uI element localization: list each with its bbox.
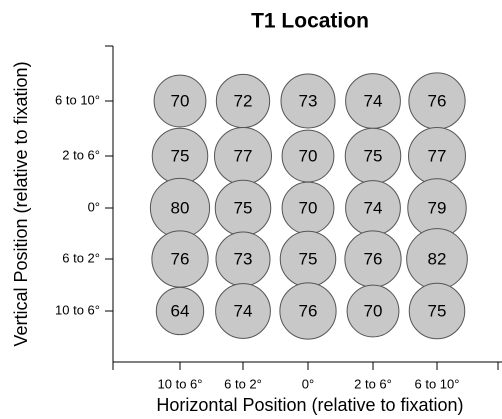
- x-tick-label: 10 to 6°: [158, 376, 203, 391]
- x-tick-label: 0°: [302, 376, 314, 391]
- value-label: 75: [428, 301, 447, 320]
- value-label: 70: [299, 198, 318, 217]
- bubble: [346, 284, 400, 338]
- value-label: 79: [428, 198, 447, 217]
- value-label: 82: [428, 249, 447, 268]
- y-tick-label: 6 to 2°: [62, 250, 100, 265]
- value-label: 76: [171, 249, 190, 268]
- x-tick-label: 2 to 6°: [354, 376, 392, 391]
- value-label: 75: [364, 146, 383, 165]
- value-label: 76: [364, 249, 383, 268]
- value-label: 75: [171, 146, 190, 165]
- value-label: 74: [364, 91, 383, 110]
- value-label: 70: [364, 301, 383, 320]
- value-label: 76: [428, 91, 447, 110]
- value-label: 74: [234, 301, 253, 320]
- value-label: 80: [171, 198, 190, 217]
- value-label: 77: [234, 146, 253, 165]
- value-label: 74: [364, 198, 383, 217]
- x-tick-label: 6 to 2°: [224, 376, 262, 391]
- value-label: 73: [234, 249, 253, 268]
- value-label: 75: [299, 249, 318, 268]
- bubble: [280, 73, 336, 129]
- chart-title: T1 Location: [251, 10, 369, 33]
- bubble: [279, 282, 337, 340]
- x-tick-label: 6 to 10°: [415, 376, 460, 391]
- y-tick-label: 6 to 10°: [55, 92, 100, 107]
- x-axis-label: Horizontal Position (relative to fixatio…: [156, 395, 463, 415]
- value-label: 76: [299, 301, 318, 320]
- bubble: [155, 286, 205, 336]
- value-label: 70: [171, 91, 190, 110]
- bubble: [408, 282, 466, 340]
- value-label: 64: [171, 301, 190, 320]
- value-label: 72: [234, 91, 253, 110]
- y-axis-label: Vertical Position (relative to fixation): [11, 61, 31, 346]
- y-tick-label: 2 to 6°: [62, 147, 100, 162]
- bubble: [215, 283, 271, 339]
- y-tick-label: 10 to 6°: [55, 302, 100, 317]
- value-label: 73: [299, 91, 318, 110]
- bubble: [153, 74, 207, 128]
- value-label: 70: [299, 146, 318, 165]
- value-label: 77: [428, 146, 447, 165]
- y-tick-label: 0°: [88, 199, 100, 214]
- value-label: 75: [234, 198, 253, 217]
